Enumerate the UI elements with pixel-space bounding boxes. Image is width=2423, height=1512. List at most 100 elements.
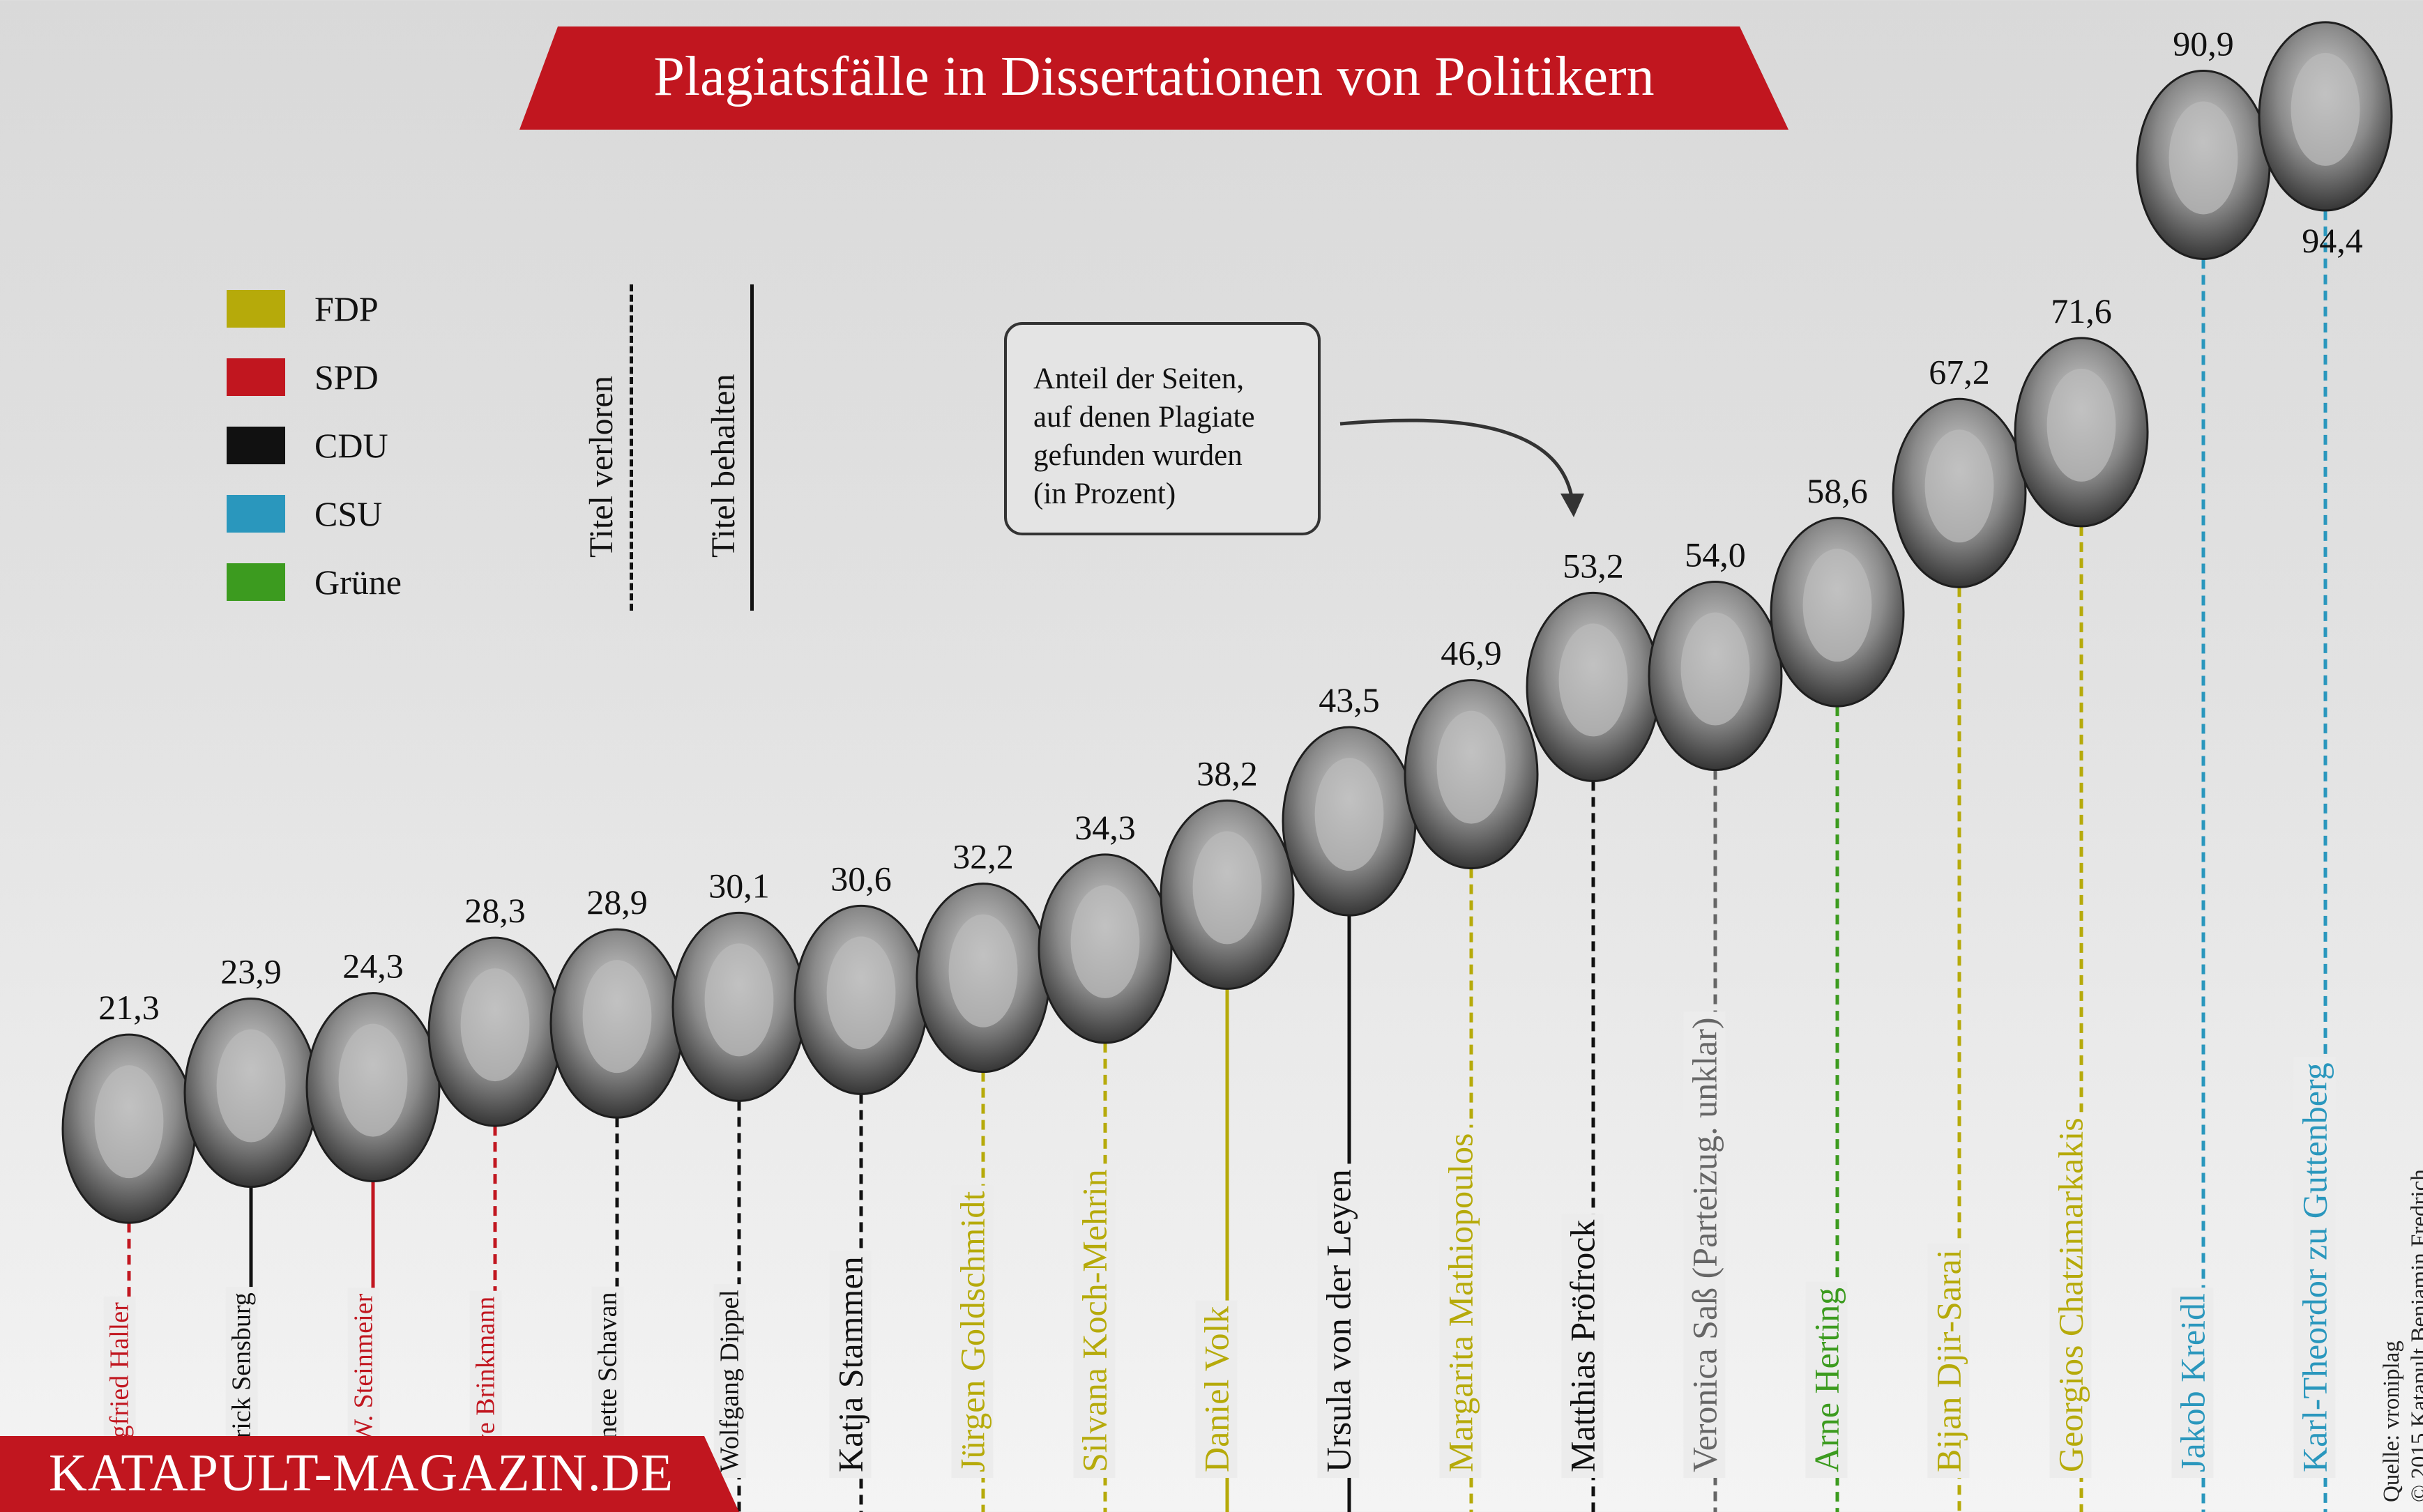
name-label-plate bbox=[1561, 1214, 1604, 1478]
value-label: 53,2 bbox=[1563, 546, 1624, 585]
site-url[interactable]: KATAPULT-MAGAZIN.DE bbox=[49, 1444, 674, 1502]
title-banner-shape bbox=[519, 26, 1788, 130]
value-label: 30,1 bbox=[708, 866, 770, 905]
portrait-face-shape bbox=[582, 960, 652, 1074]
portrait-face-shape bbox=[94, 1065, 164, 1179]
politician-name: Veronica Saß (Parteizug. unklar) bbox=[1685, 1017, 1724, 1472]
portrait bbox=[671, 911, 807, 1102]
value-label: 30,6 bbox=[830, 859, 892, 898]
politician-name: Daniel Volk bbox=[1197, 1306, 1236, 1472]
value-label: 32,2 bbox=[952, 837, 1014, 876]
source-line: Quelle: vroniplag bbox=[2379, 1341, 2404, 1502]
portrait-face-shape bbox=[1680, 612, 1750, 726]
value-labels: 21,3 23,9 24,3 28,3 28,9 30,1 30,6 32,2 34,3 38,2… bbox=[98, 24, 2363, 1027]
portrait-face-shape bbox=[2046, 368, 2116, 482]
portrait bbox=[916, 883, 1051, 1074]
portraits bbox=[61, 21, 2393, 1224]
politician-name: Silvana Koch-Mehrin bbox=[1074, 1169, 1114, 1472]
portrait-face-shape bbox=[216, 1029, 286, 1143]
legend-swatch-gruene bbox=[227, 563, 285, 601]
value-label: 23,9 bbox=[220, 952, 282, 991]
portrait-face-shape bbox=[1070, 885, 1140, 998]
callout-line: auf denen Plagiate bbox=[1033, 401, 1255, 434]
name-label-plate bbox=[103, 1296, 136, 1478]
portrait-face-shape bbox=[1436, 710, 1506, 824]
portrait bbox=[2258, 21, 2393, 212]
name-label-group: Katja Stammen bbox=[829, 1251, 872, 1478]
portrait bbox=[1526, 591, 1661, 782]
value-label: 43,5 bbox=[1319, 680, 1380, 719]
value-label: 28,3 bbox=[464, 891, 526, 930]
value-label: 90,9 bbox=[2173, 24, 2234, 63]
value-label: 21,3 bbox=[98, 988, 160, 1027]
portrait bbox=[2014, 337, 2149, 528]
portrait-face-shape bbox=[1558, 623, 1628, 737]
portrait bbox=[427, 936, 563, 1127]
politician-name: Margarita Mathiopoulos bbox=[1441, 1133, 1480, 1473]
key-title-lost-line bbox=[630, 284, 633, 611]
portrait bbox=[2136, 69, 2271, 260]
portrait bbox=[1038, 853, 1173, 1044]
chart-title: Plagiatsfälle in Dissertationen von Poli… bbox=[653, 46, 1654, 107]
legend-label-gruene: Grüne bbox=[314, 563, 402, 602]
name-label-plate bbox=[951, 1185, 994, 1478]
callout-line: (in Prozent) bbox=[1033, 478, 1176, 510]
name-label-plate bbox=[1683, 1011, 1726, 1478]
politician-name: Matthias Pröfrock bbox=[1563, 1220, 1602, 1472]
legend-label-spd: SPD bbox=[314, 358, 379, 397]
title-banner: Plagiatsfälle in Dissertationen von Poli… bbox=[519, 26, 1788, 130]
name-label-plate bbox=[2049, 1112, 2092, 1478]
name-label-plate bbox=[1805, 1281, 1848, 1478]
name-label-plate bbox=[713, 1284, 746, 1478]
politician-name: Jakob Kreidl bbox=[2173, 1293, 2212, 1472]
value-label: 54,0 bbox=[1685, 535, 1746, 574]
name-label-group: Jürgen Goldschmidt bbox=[951, 1185, 994, 1478]
politician-name: Ursula von der Leyen bbox=[1319, 1169, 1358, 1472]
portrait-face-shape bbox=[2168, 101, 2238, 215]
name-label-group: Veronica Saß (Parteizug. unklar) bbox=[1683, 1011, 1726, 1478]
name-label-group: Karl-Theordor zu Guttenberg bbox=[2293, 1057, 2336, 1478]
name-label-plate bbox=[1195, 1300, 1238, 1478]
name-label-plate bbox=[1317, 1163, 1360, 1478]
key-title-kept-label: Titel behalten bbox=[705, 374, 742, 558]
name-label-group: Silvana Koch-Mehrin bbox=[1073, 1163, 1116, 1478]
value-label: 71,6 bbox=[2051, 291, 2112, 330]
site-banner-shape bbox=[0, 1436, 739, 1512]
portrait bbox=[1892, 397, 2027, 588]
name-label-plate bbox=[2293, 1057, 2336, 1478]
callout-line: gefunden wurden bbox=[1033, 439, 1243, 472]
key-title-lost-label: Titel verloren bbox=[583, 376, 620, 558]
name-label-group: Margarita Mathiopoulos bbox=[1439, 1127, 1482, 1478]
portrait-face-shape bbox=[338, 1023, 408, 1137]
politician-name: Georgios Chatzimarkakis bbox=[2051, 1117, 2090, 1472]
portrait-face-shape bbox=[2291, 52, 2360, 166]
name-label-plate bbox=[469, 1290, 502, 1478]
portrait bbox=[305, 992, 441, 1183]
name-label-plate bbox=[829, 1251, 872, 1478]
value-label: 34,3 bbox=[1074, 808, 1136, 847]
portrait-face-shape bbox=[948, 914, 1018, 1028]
name-label-plate bbox=[1073, 1163, 1116, 1478]
portrait-face-shape bbox=[1802, 549, 1872, 662]
legend-label-cdu: CDU bbox=[314, 426, 388, 465]
name-label-group: Jakob Kreidl bbox=[2171, 1288, 2214, 1478]
copyright-line: © 2015 Katapult Benjamin Fredrich bbox=[2407, 1169, 2423, 1502]
portrait-face-shape bbox=[1314, 758, 1384, 871]
name-label-plate bbox=[225, 1287, 258, 1478]
portrait-face-shape bbox=[1192, 831, 1262, 945]
name-label-plate bbox=[2171, 1288, 2214, 1478]
value-label: 46,9 bbox=[1441, 634, 1502, 673]
legend-swatch-fdp bbox=[227, 290, 285, 328]
portrait-face-shape bbox=[704, 943, 774, 1057]
name-label-plate bbox=[1439, 1127, 1482, 1478]
callout-box: Anteil der Seiten, auf denen Plagiate ge… bbox=[1004, 322, 1321, 535]
portrait-face-shape bbox=[1924, 429, 1994, 543]
portrait bbox=[1648, 581, 1783, 772]
legend-swatch-csu bbox=[227, 495, 285, 533]
politician-name: Arne Herting bbox=[1807, 1288, 1846, 1472]
name-label-group: Wolfgang Dippel bbox=[713, 1284, 746, 1478]
value-label: 28,9 bbox=[586, 883, 648, 922]
name-label-group: Ursula von der Leyen bbox=[1317, 1163, 1360, 1478]
site-banner bbox=[0, 1436, 739, 1512]
